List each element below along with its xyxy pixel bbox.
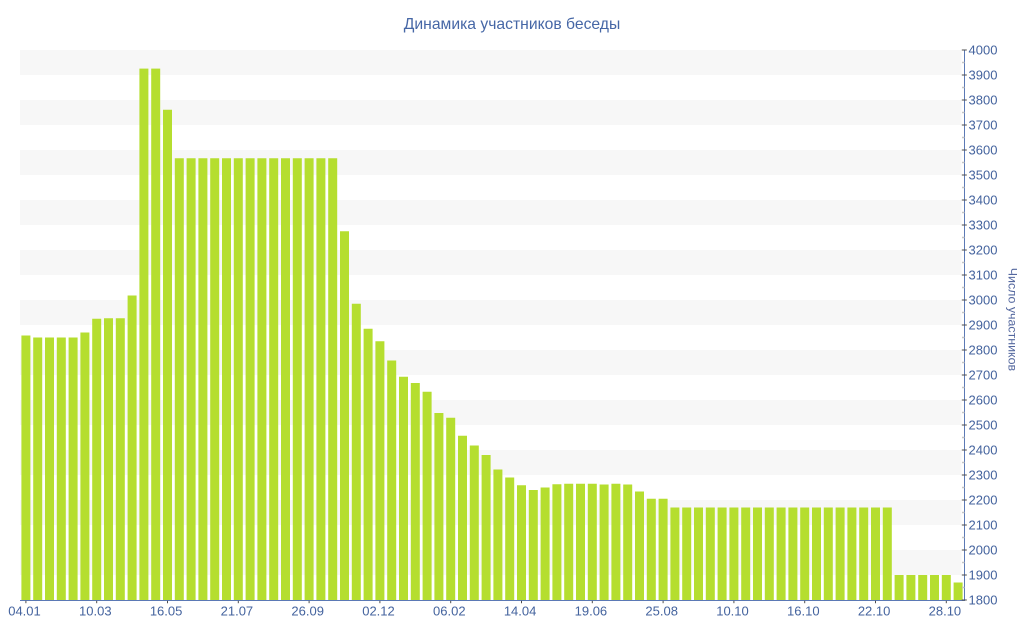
svg-text:02.12: 02.12 bbox=[362, 604, 395, 619]
svg-text:3500: 3500 bbox=[969, 168, 998, 183]
svg-text:Динамика участников беседы: Динамика участников беседы bbox=[404, 16, 620, 33]
svg-text:04.01: 04.01 bbox=[8, 604, 41, 619]
svg-text:2900: 2900 bbox=[969, 318, 998, 333]
svg-text:3800: 3800 bbox=[969, 93, 998, 108]
svg-text:4000: 4000 bbox=[969, 43, 998, 58]
svg-text:25.08: 25.08 bbox=[645, 604, 678, 619]
svg-text:2300: 2300 bbox=[969, 468, 998, 483]
svg-text:1800: 1800 bbox=[969, 593, 998, 608]
svg-text:3400: 3400 bbox=[969, 193, 998, 208]
svg-text:3300: 3300 bbox=[969, 218, 998, 233]
svg-text:21.07: 21.07 bbox=[221, 604, 254, 619]
svg-text:14.04: 14.04 bbox=[504, 604, 537, 619]
svg-text:3900: 3900 bbox=[969, 68, 998, 83]
svg-text:2600: 2600 bbox=[969, 393, 998, 408]
svg-text:26.09: 26.09 bbox=[291, 604, 324, 619]
svg-text:2100: 2100 bbox=[969, 518, 998, 533]
svg-text:3000: 3000 bbox=[969, 293, 998, 308]
svg-text:10.03: 10.03 bbox=[79, 604, 112, 619]
svg-text:3700: 3700 bbox=[969, 118, 998, 133]
svg-text:3200: 3200 bbox=[969, 243, 998, 258]
svg-text:06.02: 06.02 bbox=[433, 604, 466, 619]
svg-text:16.10: 16.10 bbox=[787, 604, 820, 619]
svg-text:22.10: 22.10 bbox=[858, 604, 891, 619]
svg-text:2400: 2400 bbox=[969, 443, 998, 458]
svg-text:3100: 3100 bbox=[969, 268, 998, 283]
svg-text:19.06: 19.06 bbox=[575, 604, 608, 619]
svg-text:1900: 1900 bbox=[969, 568, 998, 583]
svg-text:2000: 2000 bbox=[969, 543, 998, 558]
svg-text:10.10: 10.10 bbox=[716, 604, 749, 619]
svg-text:16.05: 16.05 bbox=[150, 604, 183, 619]
svg-text:2700: 2700 bbox=[969, 368, 998, 383]
svg-text:2200: 2200 bbox=[969, 493, 998, 508]
svg-text:28.10: 28.10 bbox=[929, 604, 962, 619]
svg-text:2500: 2500 bbox=[969, 418, 998, 433]
svg-text:Число участников: Число участников bbox=[1005, 268, 1019, 372]
svg-text:3600: 3600 bbox=[969, 143, 998, 158]
svg-text:2800: 2800 bbox=[969, 343, 998, 358]
